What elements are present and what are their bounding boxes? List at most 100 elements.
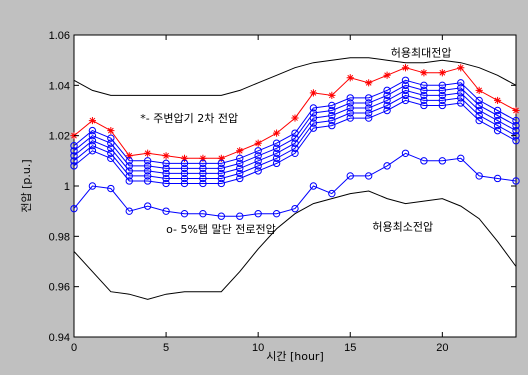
circle-point — [125, 157, 133, 165]
circle-point — [364, 109, 373, 117]
y-tick-label: 1.06 — [49, 30, 70, 42]
circle-point — [309, 182, 318, 190]
circle-point — [88, 126, 97, 135]
circle-point — [475, 96, 483, 105]
circle-point — [180, 169, 189, 178]
series-line — [73, 94, 517, 179]
circle-point — [383, 91, 391, 100]
circle-point — [143, 172, 152, 180]
circle-point — [512, 116, 520, 125]
star-point — [457, 64, 465, 72]
circle-point — [328, 106, 336, 115]
circle-point — [143, 177, 152, 185]
circle-point — [125, 207, 133, 215]
series-line — [73, 152, 517, 217]
x-tick-label: 0 — [71, 342, 77, 354]
series-8 — [70, 149, 520, 220]
annotation-text: 허용최대전압 — [391, 47, 452, 60]
circle-point — [328, 111, 336, 120]
circle-point — [162, 174, 170, 183]
circle-point — [383, 101, 391, 110]
circle-point — [125, 162, 133, 170]
circle-point — [236, 174, 244, 183]
circle-point — [420, 81, 428, 90]
star-point — [254, 139, 262, 147]
circle-point — [107, 134, 115, 142]
circle-point — [162, 159, 170, 168]
circle-point — [420, 96, 428, 105]
circle-point — [180, 179, 189, 188]
circle-point — [438, 81, 447, 90]
chart-marks — [70, 57, 520, 300]
circle-point — [162, 179, 170, 188]
circle-point — [309, 119, 318, 127]
circle-point — [512, 177, 520, 185]
circle-point — [401, 86, 410, 95]
circle-point — [254, 162, 262, 170]
circle-point — [493, 106, 502, 115]
circle-point — [254, 147, 262, 155]
circle-point — [493, 121, 502, 130]
star-point — [162, 152, 170, 160]
circle-point — [438, 101, 447, 110]
star-point — [144, 149, 152, 157]
star-point — [199, 154, 207, 162]
circle-point — [217, 212, 226, 220]
circle-point — [401, 149, 410, 157]
circle-point — [420, 91, 428, 100]
star-point — [107, 127, 115, 135]
circle-point — [475, 106, 483, 115]
series-line — [73, 57, 517, 96]
circle-point — [107, 139, 115, 147]
circle-point — [346, 114, 354, 122]
star-point — [383, 71, 391, 79]
circle-point — [291, 204, 299, 213]
circle-point — [236, 159, 244, 168]
circle-point — [180, 174, 189, 183]
circle-point — [199, 159, 207, 168]
circle-point — [309, 124, 318, 132]
circle-point — [217, 164, 226, 173]
star-point — [346, 74, 354, 82]
series-1 — [73, 190, 517, 300]
circle-point — [199, 164, 207, 173]
circle-point — [143, 167, 152, 175]
circle-point — [457, 89, 465, 97]
annotation-text: o- 5%탭 말단 전로전압 — [166, 223, 276, 236]
circle-point — [475, 101, 483, 110]
circle-point — [88, 137, 97, 145]
circle-point — [236, 212, 244, 220]
y-tick-label: 1 — [64, 181, 70, 193]
circle-point — [272, 159, 281, 168]
star-point — [88, 116, 97, 125]
circle-point — [180, 164, 189, 173]
star-point — [217, 154, 225, 162]
circle-point — [125, 172, 133, 180]
series-3 — [70, 76, 520, 168]
circle-point — [254, 152, 262, 160]
circle-point — [162, 169, 170, 178]
circle-point — [512, 126, 520, 135]
circle-point — [162, 207, 170, 215]
circle-point — [457, 79, 465, 87]
circle-point — [70, 147, 78, 155]
circle-point — [420, 86, 428, 95]
star-point — [512, 106, 520, 115]
circle-point — [236, 164, 244, 173]
star-point — [309, 89, 318, 97]
circle-point — [493, 116, 502, 125]
circle-point — [70, 162, 78, 170]
circle-point — [493, 174, 502, 183]
y-tick-label: 1.02 — [49, 131, 70, 143]
star-point — [493, 96, 502, 105]
x-tick-label: 10 — [252, 342, 264, 354]
circle-point — [125, 177, 133, 185]
circle-point — [457, 154, 465, 163]
circle-point — [383, 162, 391, 170]
series-5 — [70, 86, 520, 178]
circle-point — [272, 139, 281, 147]
circle-point — [272, 154, 281, 163]
series-2 — [70, 64, 520, 162]
star-point — [236, 147, 244, 155]
